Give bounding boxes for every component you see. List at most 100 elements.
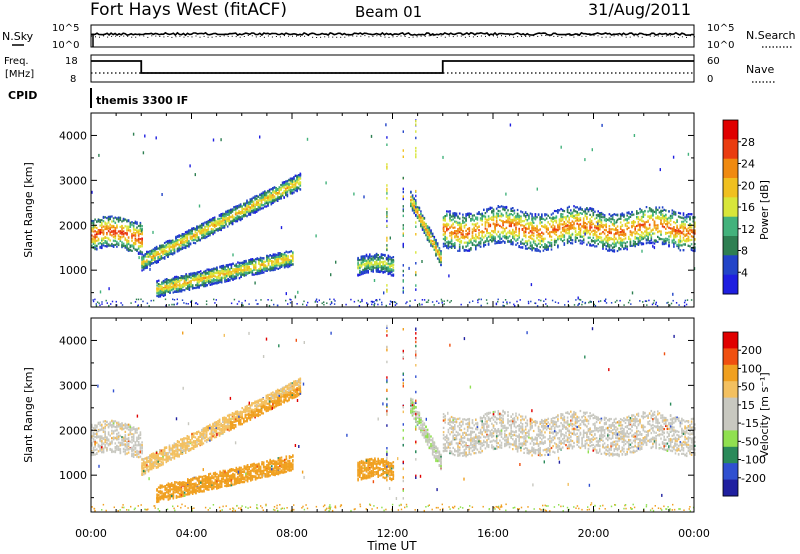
range-gate-cell	[498, 224, 500, 226]
range-gate-cell	[164, 242, 166, 244]
nsearch-point	[300, 36, 301, 37]
range-gate-cell	[229, 216, 231, 218]
range-gate-cell	[475, 238, 477, 240]
nsearch-point	[91, 36, 92, 37]
range-gate-cell	[578, 228, 580, 230]
range-gate-cell	[499, 219, 501, 221]
range-gate-cell	[486, 230, 488, 232]
nsearch-point	[473, 36, 474, 37]
range-gate-cell	[362, 255, 364, 257]
range-gate-cell	[523, 220, 525, 222]
nsearch-point	[501, 35, 502, 36]
range-gate-cell	[522, 220, 524, 222]
range-gate-cell	[564, 242, 566, 244]
range-gate-cell	[224, 273, 226, 275]
range-gate-cell	[94, 219, 96, 221]
range-gate-cell	[533, 241, 535, 243]
range-gate-cell	[464, 250, 466, 252]
nsearch-point	[372, 36, 373, 37]
range-gate-cell	[135, 239, 137, 241]
range-gate-cell	[512, 207, 514, 209]
range-gate-cell	[451, 245, 453, 247]
range-gate-cell	[493, 210, 495, 212]
nsearch-point	[163, 36, 164, 37]
range-gate-cell	[106, 217, 108, 219]
range-gate-cell	[166, 282, 168, 284]
range-gate-cell	[108, 230, 110, 232]
range-gate-cell	[260, 259, 262, 261]
range-gate-cell	[539, 246, 541, 248]
range-gate-cell	[184, 289, 186, 291]
range-gate-cell	[244, 260, 246, 262]
range-gate-cell	[525, 245, 527, 247]
range-gate-cell	[203, 280, 205, 282]
range-gate-cell	[412, 202, 414, 204]
range-gate-cell	[191, 229, 193, 231]
range-gate-cell	[444, 217, 446, 219]
range-gate-cell	[193, 239, 195, 241]
range-gate-cell	[94, 226, 96, 228]
range-gate-cell	[161, 249, 163, 251]
range-gate-cell	[248, 272, 250, 274]
nsearch-point	[119, 36, 120, 37]
range-gate-cell	[525, 248, 527, 250]
range-gate-cell	[173, 282, 175, 284]
range-gate-cell	[242, 265, 244, 267]
range-gate-cell	[499, 241, 501, 243]
range-gate-cell	[379, 256, 381, 258]
range-gate-cell	[424, 218, 426, 220]
range-gate-cell	[93, 230, 95, 232]
range-gate-cell	[220, 221, 222, 223]
range-gate-cell	[120, 238, 122, 240]
range-gate-cell	[109, 227, 111, 229]
range-gate-cell	[572, 225, 574, 227]
range-gate-cell	[589, 233, 591, 235]
range-gate-cell	[544, 213, 546, 215]
range-gate-cell	[517, 238, 519, 240]
range-gate-cell	[138, 252, 140, 254]
range-gate-cell	[456, 222, 458, 224]
range-gate-cell	[93, 236, 95, 238]
range-gate-cell	[562, 236, 564, 238]
range-gate-cell	[593, 244, 595, 246]
range-gate-cell	[485, 218, 487, 220]
range-gate-cell	[246, 208, 248, 210]
range-gate-cell	[103, 216, 105, 218]
range-gate-cell	[279, 192, 281, 194]
range-gate-cell	[135, 234, 137, 236]
range-gate-cell	[393, 269, 395, 271]
nave-tick-top: 60	[707, 56, 720, 67]
nsearch-point	[320, 37, 321, 38]
range-gate-cell	[261, 207, 263, 209]
range-gate-cell	[531, 227, 533, 229]
range-gate-cell	[520, 217, 522, 219]
range-gate-cell	[420, 213, 422, 215]
range-gate-cell	[206, 269, 208, 271]
range-gate-cell	[177, 277, 179, 279]
range-gate-cell	[491, 210, 493, 212]
range-gate-cell	[567, 221, 569, 223]
range-gate-cell	[236, 269, 238, 271]
range-gate-cell	[263, 261, 265, 263]
nsearch-point	[348, 35, 349, 36]
nsearch-label: N.Search	[746, 29, 796, 42]
nsearch-point	[175, 36, 176, 37]
range-gate-cell	[567, 229, 569, 231]
range-gate-cell	[258, 259, 260, 261]
range-gate-cell	[262, 207, 264, 209]
range-gate-cell	[528, 222, 530, 224]
range-gate-cell	[159, 259, 161, 261]
range-gate-cell	[435, 247, 437, 249]
range-gate-cell	[174, 279, 176, 281]
range-gate-cell	[201, 234, 203, 236]
range-gate-cell	[580, 228, 582, 230]
range-gate-cell	[248, 203, 250, 205]
range-gate-cell	[197, 273, 199, 275]
range-gate-cell	[224, 225, 226, 227]
range-gate-cell	[123, 245, 125, 247]
range-gate-cell	[232, 268, 234, 270]
range-gate-cell	[219, 279, 221, 281]
range-gate-cell	[518, 223, 520, 225]
range-gate-cell	[182, 244, 184, 246]
range-gate-cell	[412, 194, 414, 196]
